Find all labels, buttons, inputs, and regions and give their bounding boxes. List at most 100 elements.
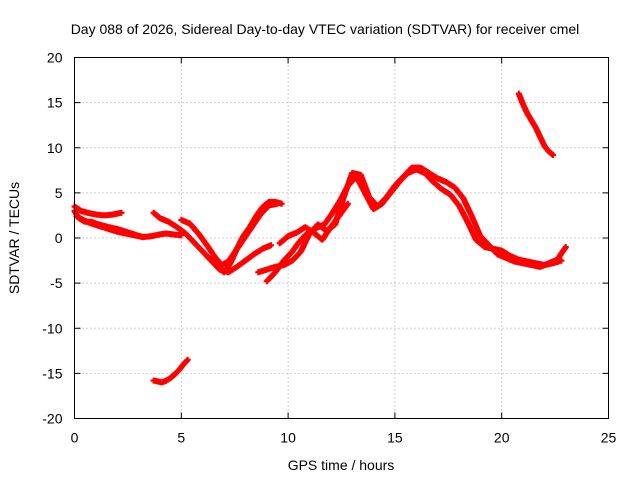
- y-tick-label: 0: [55, 230, 63, 246]
- tick-label-layer: 0 5 10 15 20 25 -20 -15 -10 -5 0 5 10 15 20: [42, 50, 616, 446]
- series-arc-4: [150, 356, 191, 386]
- data-point: [216, 265, 220, 269]
- data-point: [551, 153, 555, 157]
- data-point: [564, 245, 568, 249]
- data-point: [282, 263, 286, 267]
- data-point: [243, 259, 247, 263]
- data-point: [297, 241, 301, 245]
- data-point: [149, 234, 153, 238]
- data-point: [115, 230, 119, 234]
- data-point: [201, 250, 205, 254]
- data-point: [384, 195, 388, 199]
- data-point: [158, 232, 162, 236]
- data-point: [342, 195, 346, 199]
- series-markers: [263, 166, 565, 285]
- series-arc-10: [276, 200, 351, 247]
- data-point: [530, 263, 534, 267]
- data-point: [269, 243, 273, 247]
- data-point: [431, 180, 435, 184]
- data-point: [504, 256, 508, 260]
- data-point: [124, 231, 128, 235]
- series-arc-11: [515, 90, 556, 158]
- data-point: [222, 270, 226, 274]
- data-point: [166, 220, 170, 224]
- data-point: [372, 207, 376, 211]
- data-point: [427, 171, 431, 175]
- data-point: [280, 202, 284, 206]
- data-point: [169, 376, 173, 380]
- data-point: [102, 213, 106, 217]
- data-point: [181, 362, 185, 366]
- data-point: [448, 193, 452, 197]
- data-point: [278, 241, 282, 245]
- data-point: [119, 211, 123, 215]
- series-arc-7: [208, 198, 285, 276]
- data-point: [474, 238, 478, 242]
- data-point: [152, 379, 156, 383]
- data-point: [542, 144, 546, 148]
- data-point: [267, 200, 271, 204]
- data-point: [320, 238, 324, 242]
- data-point: [444, 180, 448, 184]
- data-point: [538, 265, 542, 269]
- data-point: [530, 119, 534, 123]
- data-point: [98, 224, 102, 228]
- data-point: [205, 243, 209, 247]
- data-point: [495, 252, 499, 256]
- data-point: [295, 231, 299, 235]
- data-point: [401, 175, 405, 179]
- data-point: [265, 268, 269, 272]
- data-point: [186, 358, 190, 362]
- x-axis-label: GPS time / hours: [288, 457, 395, 473]
- x-tick-label: 25: [601, 430, 617, 446]
- data-point: [521, 261, 525, 265]
- data-point: [235, 265, 239, 269]
- data-point: [560, 259, 564, 263]
- data-point: [500, 249, 504, 253]
- data-point: [256, 270, 260, 274]
- data-point: [235, 247, 239, 251]
- data-point: [534, 126, 538, 130]
- data-point: [107, 227, 111, 231]
- data-point: [75, 214, 79, 218]
- series-arc-5: [150, 209, 274, 276]
- data-point: [419, 166, 423, 170]
- data-point: [177, 368, 181, 372]
- data-point: [286, 234, 290, 238]
- data-point: [85, 211, 89, 215]
- data-point: [513, 259, 517, 263]
- data-point: [538, 135, 542, 139]
- series-arc-2: [71, 203, 125, 219]
- data-point: [196, 231, 200, 235]
- data-point: [453, 185, 457, 189]
- data-point: [160, 380, 164, 384]
- data-point: [521, 102, 525, 106]
- data-point: [173, 372, 177, 376]
- data-point: [329, 225, 333, 229]
- y-tick-label: 10: [47, 140, 63, 156]
- chart-title: Day 088 of 2026, Sidereal Day-to-day VTE…: [71, 21, 580, 37]
- series-markers: [515, 90, 556, 158]
- data-point: [132, 233, 136, 237]
- x-tick-label: 20: [494, 430, 510, 446]
- data-point: [478, 234, 482, 238]
- data-point: [483, 245, 487, 249]
- x-tick-label: 5: [177, 430, 185, 446]
- tick-layer: [74, 57, 609, 419]
- data-point: [346, 202, 350, 206]
- data-point: [517, 92, 521, 96]
- data-point: [156, 379, 160, 383]
- data-point: [436, 176, 440, 180]
- data-point: [466, 220, 470, 224]
- y-axis-label: SDTVAR / TECUs: [6, 182, 22, 294]
- data-point: [141, 235, 145, 239]
- data-layer: [71, 90, 569, 386]
- data-point: [111, 213, 115, 217]
- y-tick-label: 15: [47, 95, 63, 111]
- y-tick-label: 5: [55, 185, 63, 201]
- data-point: [241, 234, 245, 238]
- data-point: [290, 259, 294, 263]
- data-point: [94, 213, 98, 217]
- data-point: [179, 218, 183, 222]
